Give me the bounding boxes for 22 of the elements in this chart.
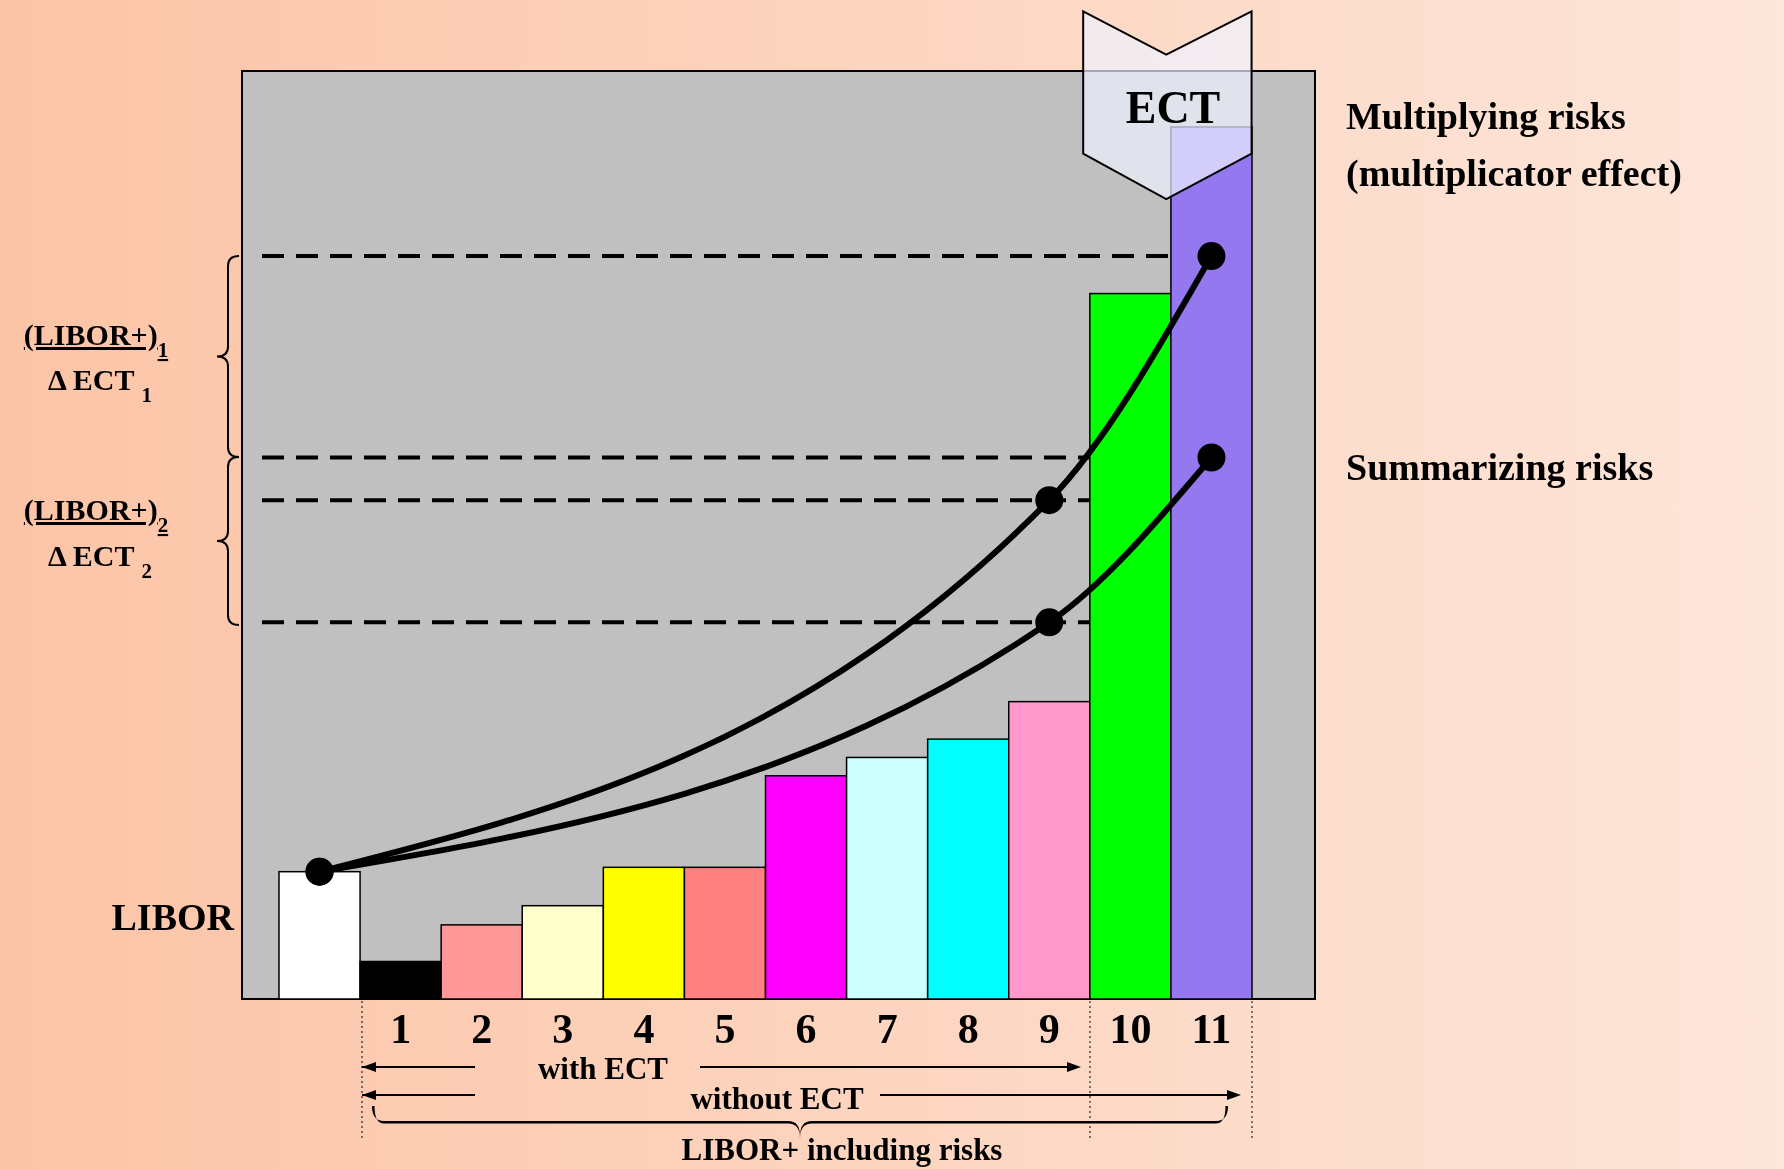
x-tick-label: 11 <box>1191 1006 1232 1052</box>
text: Summarizing risks <box>1346 446 1654 488</box>
text: LIBOR+ including risks <box>681 1132 1003 1167</box>
x-tick-label: 5 <box>714 1006 736 1052</box>
x-tick-label: 9 <box>1038 1006 1060 1052</box>
text: Δ ECT $_{1}$ <box>48 363 152 407</box>
x-tick-label: 7 <box>876 1006 898 1052</box>
x-tick-label: 6 <box>795 1006 817 1052</box>
annotation: ECT <box>1125 82 1221 133</box>
x-tick-label: 8 <box>957 1006 979 1052</box>
text: (LIBOR+)$_{1}$ <box>23 318 169 362</box>
text: Multiplying risks (multiplicator effect) <box>1346 95 1682 195</box>
text: (LIBOR+)$_{2}$ <box>23 493 169 537</box>
text: LIBOR <box>111 896 235 938</box>
x-tick-label: 10 <box>1109 1006 1152 1052</box>
text: Δ ECT $_{2}$ <box>48 539 152 583</box>
x-tick-label: 4 <box>633 1006 655 1052</box>
x-tick-label: 1 <box>390 1006 412 1052</box>
x-tick-label: 2 <box>471 1006 493 1052</box>
text: with ECT <box>537 1051 669 1086</box>
x-tick-label: 3 <box>552 1006 574 1052</box>
text: without ECT <box>690 1081 864 1116</box>
